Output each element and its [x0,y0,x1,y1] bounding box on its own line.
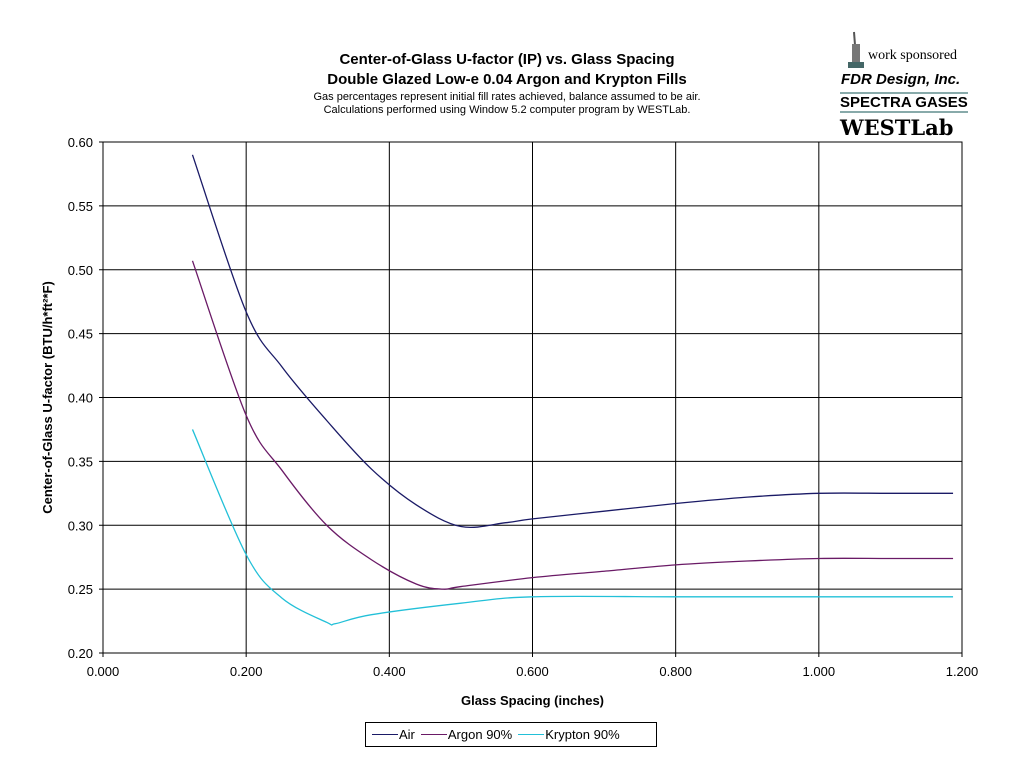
y-tick-label: 0.50 [68,263,93,278]
x-tick-label: 0.800 [659,664,692,679]
x-axis-label: Glass Spacing (inches) [461,693,604,708]
y-tick-label: 0.20 [68,646,93,661]
westlab-logo: WESTLab [840,115,954,140]
legend-label: Argon 90% [447,727,513,742]
series-line-krypton-90- [191,429,954,626]
x-tick-label: 1.200 [946,664,979,679]
legend: Air Argon 90% Krypton 90% [365,722,657,747]
spectra-logo: SPECTRA GASES [840,92,968,113]
legend-item: Krypton 90% [518,727,620,742]
legend-item: Argon 90% [420,727,513,742]
y-tick-label: 0.55 [68,199,93,214]
fdr-logo: FDR Design, Inc. [841,71,961,88]
x-tick-label: 0.600 [516,664,549,679]
series-line-air [191,154,954,529]
chart-title: Center-of-Glass U-factor (IP) vs. Glass … [339,51,675,68]
y-axis-label: Center-of-Glass U-factor (BTU/h*ft²*F) [40,281,55,514]
chart-subtitle-2: Calculations performed using Window 5.2 … [323,104,691,116]
legend-swatch [372,734,398,735]
x-tick-label: 1.000 [803,664,836,679]
legend-label: Air [399,727,415,742]
plot-border [102,141,963,654]
chart-subtitle: Gas percentages represent initial fill r… [313,91,701,103]
legend-swatch [420,734,447,735]
legend-label: Krypton 90% [545,727,620,742]
series-line-argon-90- [191,260,954,590]
x-tick-label: 0.400 [373,664,406,679]
y-tick-label: 0.45 [68,327,93,342]
statue-icon [848,31,864,68]
y-tick-label: 0.35 [68,454,93,469]
work-sponsored-text: work sponsored [868,48,958,63]
y-tick-label: 0.40 [68,391,93,406]
x-tick-label: 0.000 [87,664,120,679]
chart-title-line2: Double Glazed Low-e 0.04 Argon and Krypt… [327,71,687,88]
y-tick-label: 0.25 [68,582,93,597]
sponsor-logos: work sponsored FDR Design, Inc. SPECTRA … [838,30,978,142]
y-tick-label: 0.30 [68,518,93,533]
y-tick-label: 0.60 [68,135,93,150]
x-tick-label: 0.200 [230,664,263,679]
legend-swatch [518,734,545,735]
legend-item: Air [372,727,415,742]
